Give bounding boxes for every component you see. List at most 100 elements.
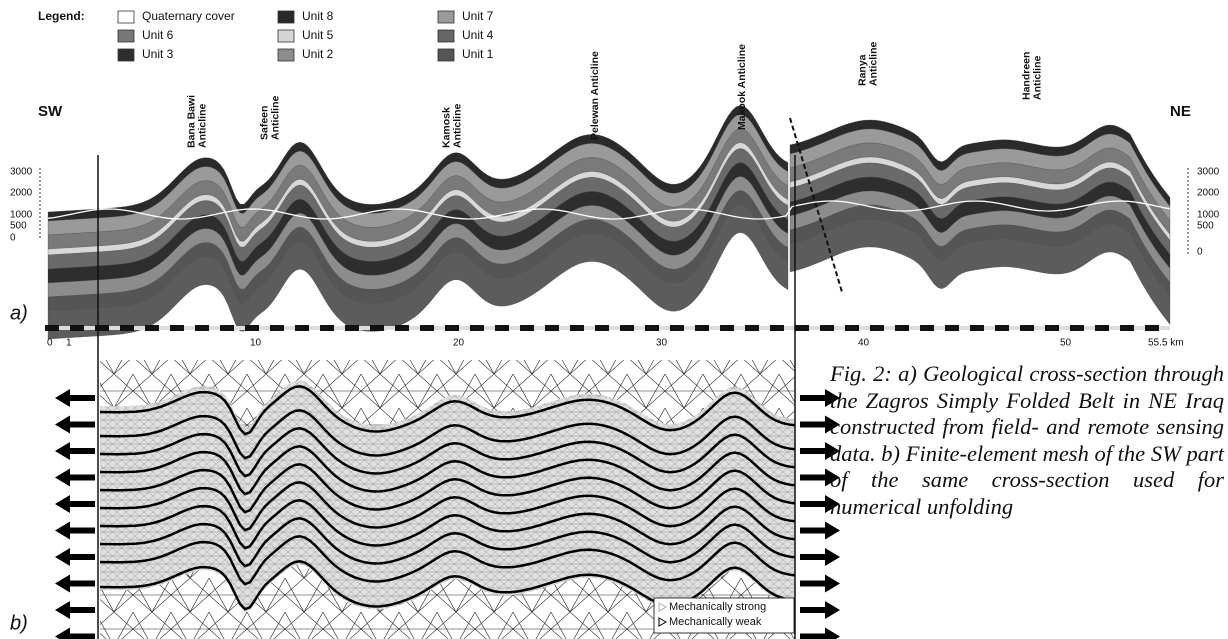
arrow <box>55 469 95 487</box>
scale-segment <box>695 325 709 331</box>
legend-label: Unit 4 <box>462 28 494 42</box>
scale-segment <box>945 325 959 331</box>
arrow <box>800 575 840 593</box>
scale-segment <box>620 325 634 331</box>
legend-swatch <box>118 49 134 61</box>
sw-label: SW <box>38 103 63 120</box>
legend-swatch <box>438 49 454 61</box>
legend-title: Legend: <box>38 9 85 23</box>
arrow <box>55 416 95 434</box>
legend-label: Mechanically weak <box>669 616 762 628</box>
scale-label: 1 <box>66 338 72 349</box>
cross-section: Bana BawiAnticlineSafeenAnticlineKamoskA… <box>10 42 1220 349</box>
scale-label: 20 <box>453 338 465 349</box>
depth-label: 500 <box>1197 221 1214 232</box>
scale-label: 55.5 km <box>1148 338 1184 349</box>
legend-swatch <box>278 49 294 61</box>
depth-label: 2000 <box>1197 188 1220 199</box>
legend-label: Unit 1 <box>462 47 494 61</box>
arrow <box>800 601 840 619</box>
scale-segment <box>895 325 909 331</box>
scale-segment <box>820 325 834 331</box>
scale-segment <box>445 325 459 331</box>
scale-segment <box>1070 325 1084 331</box>
legend-swatch <box>118 30 134 42</box>
arrow <box>55 522 95 540</box>
scale-segment <box>420 325 434 331</box>
panel-label: b) <box>10 612 28 634</box>
scale-segment <box>520 325 534 331</box>
scale-segment <box>920 325 934 331</box>
scale-label: 50 <box>1060 338 1072 349</box>
scale-segment <box>145 325 159 331</box>
legend-swatch <box>118 11 134 23</box>
scale-segment <box>595 325 609 331</box>
depth-label: 1000 <box>1197 210 1220 221</box>
scale-segment <box>1045 325 1059 331</box>
scale-segment <box>220 325 234 331</box>
legend-label: Unit 3 <box>142 47 174 61</box>
scale-segment <box>770 325 784 331</box>
scale-segment <box>395 325 409 331</box>
legend-swatch <box>438 30 454 42</box>
scale-segment <box>1120 325 1134 331</box>
scale-segment <box>320 325 334 331</box>
depth-label: 3000 <box>10 167 33 178</box>
arrow <box>55 389 95 407</box>
legend-swatch <box>438 11 454 23</box>
scale-segment <box>245 325 259 331</box>
legend-label: Unit 2 <box>302 47 334 61</box>
depth-label: 500 <box>10 221 27 232</box>
scale-segment <box>70 325 84 331</box>
anticline-label: Anticline <box>451 104 463 148</box>
scale-segment <box>845 325 859 331</box>
scale-label: 0 <box>47 338 53 349</box>
scale-segment <box>995 325 1009 331</box>
scale-segment <box>745 325 759 331</box>
scale-segment <box>345 325 359 331</box>
scale-segment <box>720 325 734 331</box>
anticline-label: Makook Anticline <box>736 44 748 130</box>
legend-swatch <box>278 30 294 42</box>
anticline-label: Pelewan Anticline <box>589 51 601 140</box>
scale-segment <box>195 325 209 331</box>
arrow <box>55 495 95 513</box>
scale-segment <box>95 325 109 331</box>
scale-segment <box>670 325 684 331</box>
arrow <box>55 442 95 460</box>
legend-label: Mechanically strong <box>669 601 766 613</box>
caption: Fig. 2: a) Geological cross-section thro… <box>830 361 1224 521</box>
depth-label: 3000 <box>1197 167 1220 178</box>
scale-segment <box>1095 325 1109 331</box>
scale-segment <box>645 325 659 331</box>
arrow <box>55 548 95 566</box>
ne-label: NE <box>1170 103 1191 120</box>
arrow <box>800 548 840 566</box>
page: Bana BawiAnticlineSafeenAnticlineKamoskA… <box>0 0 1228 639</box>
scale-segment <box>1145 325 1159 331</box>
scale-segment <box>270 325 284 331</box>
scale-label: 30 <box>656 338 668 349</box>
scale-segment <box>370 325 384 331</box>
scale-label: 10 <box>250 338 262 349</box>
legend-label: Quaternary cover <box>142 9 235 23</box>
anticline-label: Anticline <box>1031 56 1043 100</box>
legend-label: Unit 6 <box>142 28 174 42</box>
arrow <box>55 601 95 619</box>
scale-segment <box>570 325 584 331</box>
arrow <box>800 522 840 540</box>
scale-segment <box>120 325 134 331</box>
panel-label: a) <box>10 302 28 324</box>
anticline-label: Anticline <box>196 104 208 148</box>
scale-segment <box>45 325 59 331</box>
scale-segment <box>470 325 484 331</box>
legend-label: Unit 7 <box>462 9 494 23</box>
depth-label: 1000 <box>10 210 33 221</box>
mesh-panel: Mechanically strong Mechanically weak <box>55 360 840 639</box>
anticline-label: Anticline <box>867 42 879 86</box>
scale-segment <box>295 325 309 331</box>
depth-label: 0 <box>1197 247 1203 258</box>
legend-label: Unit 5 <box>302 28 334 42</box>
scale-segment <box>545 325 559 331</box>
legend-swatch <box>278 11 294 23</box>
